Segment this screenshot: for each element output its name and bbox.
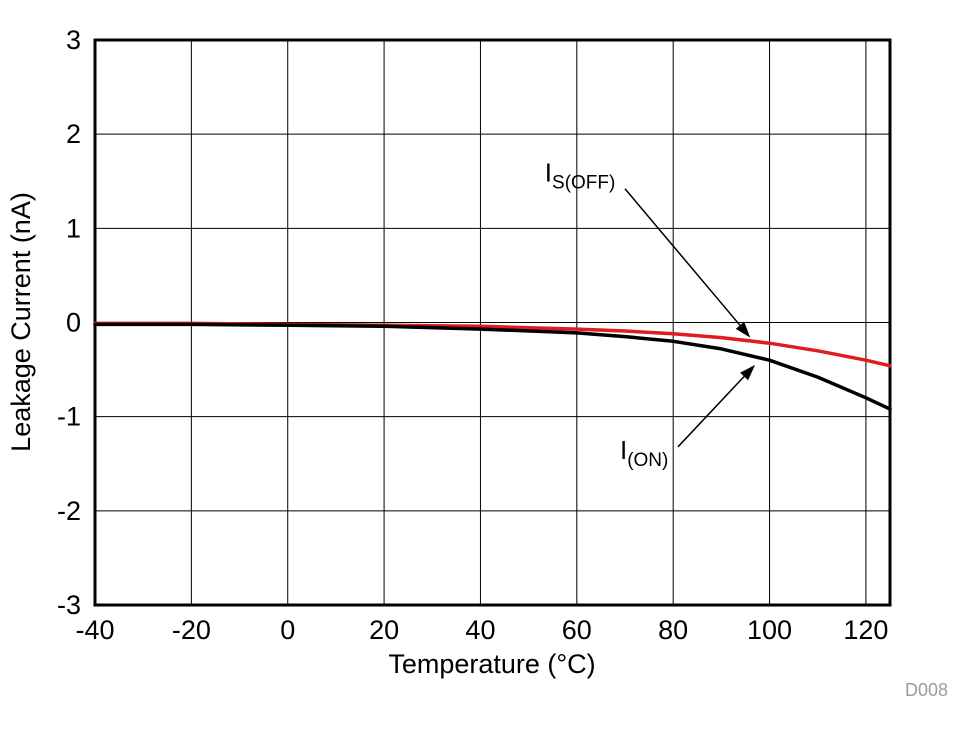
y-tick-label: 1 — [66, 213, 81, 243]
series-i-on-curve — [93, 322, 892, 411]
figure-id-watermark: D008 — [905, 680, 948, 700]
x-tick-labels: -40 -20 0 20 40 60 80 100 120 — [75, 615, 888, 645]
annotation-label: I(ON) — [620, 435, 668, 471]
x-tick-label: 20 — [369, 615, 399, 645]
y-tick-labels: -3 -2 -1 0 1 2 3 — [57, 25, 81, 620]
annotation-is-off: IS(OFF) — [545, 157, 751, 338]
x-tick-label: 40 — [465, 615, 495, 645]
plot-area: -40 -20 0 20 40 60 80 100 120 -3 -2 -1 0 1 2 3 IS(OFF) I(… — [57, 25, 892, 645]
x-tick-label: 100 — [747, 615, 792, 645]
x-tick-label: -40 — [75, 615, 114, 645]
y-axis-title: Leakage Current (nA) — [6, 192, 36, 452]
x-axis-title: Temperature (°C) — [388, 649, 595, 679]
annotation-leader-line — [677, 375, 745, 448]
y-tick-label: 2 — [66, 119, 81, 149]
x-tick-label: 80 — [658, 615, 688, 645]
y-tick-label: -3 — [57, 590, 81, 620]
x-tick-label: 60 — [562, 615, 592, 645]
arrowhead-icon — [735, 321, 751, 338]
x-tick-label: 120 — [843, 615, 888, 645]
x-tick-label: 0 — [280, 615, 295, 645]
annotation-leader-line — [624, 188, 741, 326]
y-tick-label: -1 — [57, 402, 81, 432]
annotation-label: IS(OFF) — [545, 157, 616, 193]
annotation-i-on: I(ON) — [620, 364, 756, 471]
y-tick-label: 0 — [66, 308, 81, 338]
gridlines — [94, 39, 890, 606]
x-tick-label: -20 — [172, 615, 211, 645]
y-tick-label: -2 — [57, 496, 81, 526]
y-tick-label: 3 — [66, 25, 81, 55]
arrowhead-icon — [740, 364, 756, 381]
